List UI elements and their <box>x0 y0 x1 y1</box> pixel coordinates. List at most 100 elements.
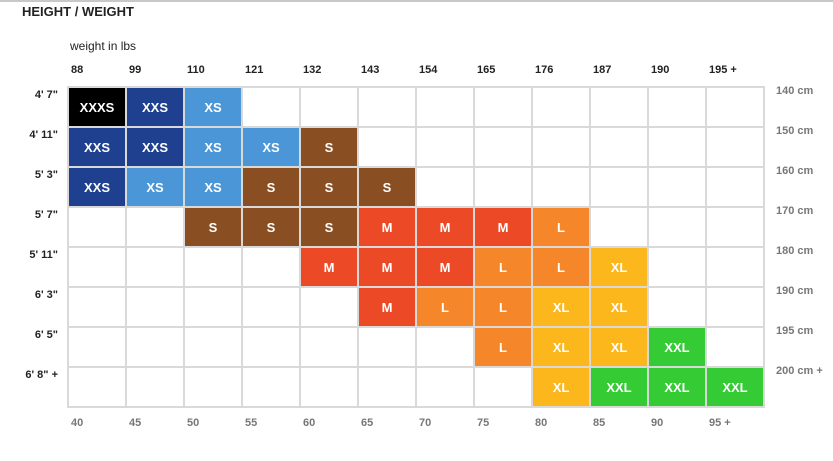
size-cell: M <box>417 208 473 246</box>
height-cm-label: 200 cm + <box>776 365 823 377</box>
empty-cell <box>127 288 183 326</box>
empty-cell <box>185 328 241 366</box>
size-cell: L <box>533 208 589 246</box>
size-cell: M <box>359 248 415 286</box>
height-cm-label: 190 cm <box>776 285 814 297</box>
weight-kg-label: 45 <box>129 417 142 429</box>
size-cell: L <box>533 248 589 286</box>
empty-cell <box>243 368 299 406</box>
empty-cell <box>417 328 473 366</box>
size-cell: S <box>243 168 299 206</box>
size-cell: S <box>301 208 357 246</box>
size-cell: XXS <box>127 128 183 166</box>
size-cell: XS <box>185 88 241 126</box>
size-cell: XXS <box>69 168 125 206</box>
empty-cell <box>69 208 125 246</box>
weight-lbs-label: 143 <box>361 64 380 76</box>
weight-kg-label: 80 <box>535 417 548 429</box>
size-cell: S <box>243 208 299 246</box>
empty-cell <box>475 88 531 126</box>
size-cell: XS <box>243 128 299 166</box>
empty-cell <box>127 328 183 366</box>
weight-lbs-label: 99 <box>129 64 142 76</box>
height-cm-label: 150 cm <box>776 125 814 137</box>
empty-cell <box>243 328 299 366</box>
empty-cell <box>127 208 183 246</box>
weight-kg-label: 90 <box>651 417 664 429</box>
empty-cell <box>301 288 357 326</box>
size-cell: L <box>417 288 473 326</box>
size-cell: XL <box>533 288 589 326</box>
weight-lbs-label: 88 <box>71 64 84 76</box>
size-cell: XL <box>533 328 589 366</box>
empty-cell <box>649 168 705 206</box>
weight-lbs-label: 132 <box>303 64 322 76</box>
size-cell: L <box>475 248 531 286</box>
size-cell: XXS <box>127 88 183 126</box>
grid-lines <box>67 86 765 408</box>
weight-lbs-label: 110 <box>187 64 205 76</box>
size-cell: XXXS <box>69 88 125 126</box>
empty-cell <box>417 368 473 406</box>
size-cell: XS <box>127 168 183 206</box>
size-cell: XS <box>185 168 241 206</box>
size-cell: XL <box>591 288 647 326</box>
weight-lbs-label: 176 <box>535 64 554 76</box>
empty-cell <box>707 88 763 126</box>
empty-cell <box>185 288 241 326</box>
height-ft-label: 6' 5" <box>34 329 58 341</box>
size-cell: XXL <box>649 328 705 366</box>
empty-cell <box>417 128 473 166</box>
weight-lbs-label: 190 <box>651 64 670 76</box>
weight-lbs-label: 165 <box>477 64 496 76</box>
height-ft-label: 5' 11" <box>29 249 58 261</box>
size-cell: XS <box>185 128 241 166</box>
size-cell: M <box>417 248 473 286</box>
empty-cell <box>475 168 531 206</box>
weight-lbs-label: 195 + <box>709 64 737 76</box>
height-cm-label: 180 cm <box>776 245 814 257</box>
size-cell: XL <box>533 368 589 406</box>
empty-cell <box>359 88 415 126</box>
weight-kg-label: 85 <box>593 417 606 429</box>
weight-axis-label: weight in lbs <box>70 39 137 53</box>
page-title: HEIGHT / WEIGHT <box>22 4 134 19</box>
empty-cell <box>243 88 299 126</box>
height-ft-label: 4' 11" <box>29 129 58 141</box>
empty-cell <box>301 328 357 366</box>
empty-cell <box>591 168 647 206</box>
size-cell: M <box>359 208 415 246</box>
empty-cell <box>649 248 705 286</box>
weight-lbs-label: 187 <box>593 64 612 76</box>
size-cell: XXL <box>591 368 647 406</box>
size-cell: XL <box>591 328 647 366</box>
weight-kg-label: 70 <box>419 417 432 429</box>
empty-cell <box>243 248 299 286</box>
height-cm-label: 195 cm <box>776 325 814 337</box>
empty-cell <box>707 128 763 166</box>
empty-cell <box>591 128 647 166</box>
empty-cell <box>417 88 473 126</box>
height-cm-label: 140 cm <box>776 85 814 97</box>
empty-cell <box>591 208 647 246</box>
empty-cell <box>243 288 299 326</box>
empty-cell <box>185 248 241 286</box>
empty-cell <box>69 328 125 366</box>
empty-cell <box>417 168 473 206</box>
height-ft-label: 4' 7" <box>34 89 58 101</box>
height-ft-label: 5' 3" <box>34 169 58 181</box>
empty-cell <box>533 168 589 206</box>
size-cell: S <box>301 128 357 166</box>
size-cell: S <box>185 208 241 246</box>
empty-cell <box>127 248 183 286</box>
weight-kg-label: 55 <box>245 417 258 429</box>
empty-cell <box>475 128 531 166</box>
empty-cell <box>185 368 241 406</box>
empty-cell <box>649 288 705 326</box>
empty-cell <box>69 368 125 406</box>
size-cell: XXS <box>69 128 125 166</box>
empty-cell <box>533 128 589 166</box>
height-cm-label: 170 cm <box>776 205 814 217</box>
empty-cell <box>301 88 357 126</box>
empty-cell <box>359 368 415 406</box>
